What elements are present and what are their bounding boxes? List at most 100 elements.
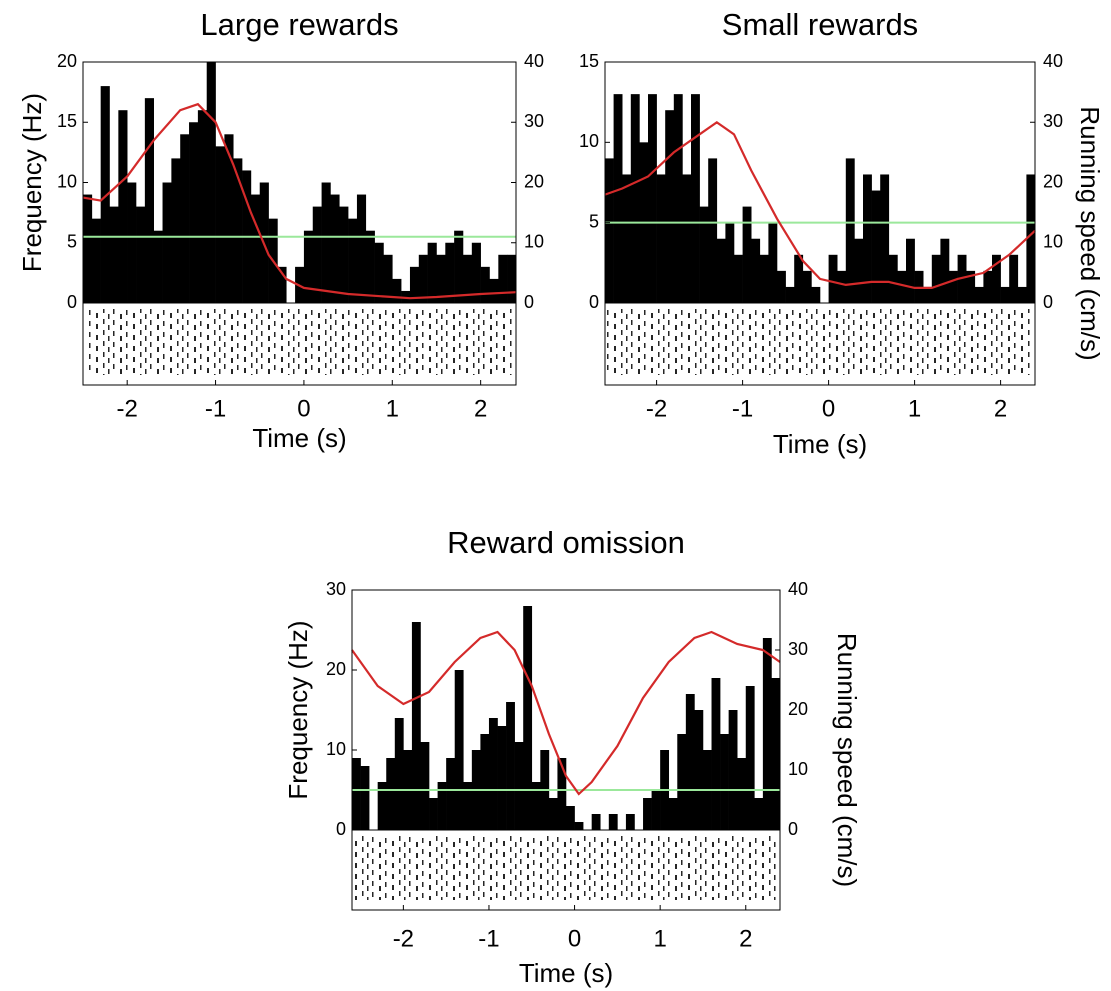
bar	[754, 798, 764, 830]
bar	[711, 678, 721, 830]
x-tick-label: 0	[297, 395, 310, 422]
bar	[643, 798, 652, 830]
chart-title: Large rewards	[200, 7, 398, 42]
y2-tick-label: 20	[1043, 171, 1063, 191]
bar	[888, 254, 898, 303]
y-axis-label: Frequency (Hz)	[17, 93, 47, 272]
bar	[250, 194, 261, 303]
bar	[759, 254, 769, 303]
bar	[906, 238, 915, 303]
bar	[794, 254, 804, 303]
x-tick-label: 2	[739, 925, 752, 952]
bar	[548, 798, 558, 830]
bar	[983, 270, 993, 303]
bar	[811, 286, 821, 303]
raster	[85, 309, 514, 375]
y2-axis-label: Running speed (cm/s)	[1075, 106, 1105, 360]
bar	[277, 266, 287, 303]
bar	[608, 814, 618, 830]
bar	[673, 94, 683, 303]
bar	[206, 62, 216, 303]
bar	[109, 206, 119, 303]
bar	[677, 734, 687, 830]
x-axis-label: Time (s)	[773, 429, 867, 459]
bar	[394, 718, 404, 830]
bar	[374, 242, 384, 303]
bar	[506, 702, 515, 830]
bar	[751, 238, 761, 303]
bar	[144, 98, 154, 304]
y-tick-label: 10	[57, 171, 77, 191]
bar	[171, 158, 181, 303]
bar	[931, 254, 941, 303]
x-tick-label: 0	[568, 925, 581, 952]
bar	[189, 122, 199, 303]
bar	[622, 174, 632, 303]
y-tick-label: 20	[57, 51, 77, 71]
bar	[762, 638, 772, 830]
bar	[837, 270, 847, 303]
bar	[1000, 286, 1010, 303]
bar	[685, 694, 695, 830]
x-tick-label: -1	[205, 395, 226, 422]
speed-line	[351, 630, 781, 796]
bar	[352, 758, 361, 830]
bar	[737, 758, 747, 830]
y2-tick-label: 0	[1043, 292, 1053, 312]
bar	[377, 782, 387, 830]
bar	[480, 266, 490, 303]
bar	[557, 758, 567, 830]
bar	[625, 814, 635, 830]
bar	[828, 254, 838, 303]
bar	[668, 798, 678, 830]
bar	[574, 822, 584, 830]
bar	[871, 190, 881, 303]
bar	[725, 222, 735, 303]
speed-line	[604, 120, 1036, 289]
bar	[949, 270, 958, 303]
bar	[224, 134, 234, 303]
plot-frame	[82, 61, 517, 386]
bar	[974, 286, 984, 303]
y2-tick-label: 10	[524, 232, 544, 252]
x-tick-label: 0	[822, 395, 835, 422]
speed-line	[82, 102, 517, 300]
bar	[497, 726, 507, 830]
bar	[91, 218, 101, 303]
plot-frame	[604, 61, 1036, 386]
y2-tick-label: 30	[1043, 111, 1063, 131]
bar	[665, 110, 675, 303]
y-tick-label: 5	[589, 211, 599, 231]
bar	[605, 158, 614, 303]
bar	[940, 238, 950, 303]
bar	[699, 206, 709, 303]
y2-tick-label: 20	[524, 171, 544, 191]
y2-tick-label: 40	[524, 51, 544, 71]
bar	[462, 254, 473, 303]
bar	[923, 286, 933, 303]
bar	[365, 230, 375, 303]
bar	[651, 790, 661, 830]
x-tick-label: -2	[393, 925, 414, 952]
bar	[720, 734, 729, 830]
bar	[321, 182, 331, 303]
bar	[436, 254, 446, 303]
bar	[523, 606, 533, 830]
bar	[691, 94, 700, 303]
bar	[471, 242, 481, 303]
bar	[312, 206, 322, 303]
bar	[348, 218, 358, 303]
bar	[215, 146, 225, 303]
y-tick-label: 20	[326, 659, 346, 679]
bar	[454, 230, 464, 303]
y-tick-label: 5	[67, 232, 77, 252]
bar	[454, 670, 464, 830]
y-tick-label: 15	[57, 111, 77, 131]
bar	[630, 94, 640, 303]
bar	[771, 678, 781, 830]
bar	[531, 782, 541, 830]
bar	[445, 242, 455, 303]
bar	[418, 254, 428, 303]
bar	[303, 230, 314, 303]
